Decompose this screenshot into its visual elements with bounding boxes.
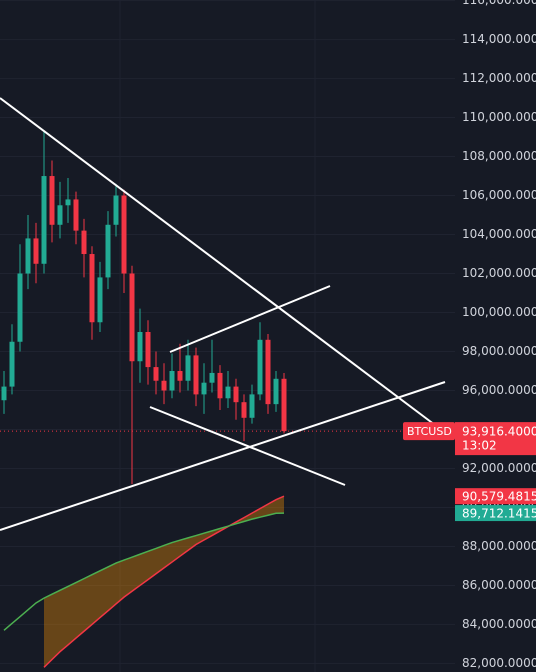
candle-body — [273, 378, 279, 405]
candle-body — [113, 195, 119, 225]
candle-body — [129, 273, 135, 362]
ma-line — [3, 512, 285, 631]
candle-body — [33, 238, 39, 264]
y-tick-label: 104,000.00000 — [462, 227, 536, 241]
grid — [0, 0, 455, 664]
ma-price-tag — [455, 505, 536, 522]
candle-body — [65, 199, 71, 206]
y-tick-label: 108,000.00000 — [462, 149, 536, 163]
ma-price-tag — [455, 488, 536, 505]
y-tick-label: 98,000.00000 — [462, 344, 536, 358]
symbol-tag — [403, 422, 455, 441]
candle-body — [249, 394, 255, 418]
candle-body — [41, 176, 47, 264]
y-tick-label: 84,000.00000 — [462, 617, 536, 631]
candle-body — [265, 339, 271, 405]
ma-band — [3, 495, 285, 668]
y-tick-label: 102,000.00000 — [462, 266, 536, 280]
candle-body — [225, 386, 231, 399]
candle-body — [241, 402, 247, 418]
candle-body — [121, 195, 127, 274]
candle-body — [17, 273, 23, 342]
ma-price-label: 90,579.48150 — [462, 490, 536, 504]
trend-line — [149, 406, 346, 486]
y-tick-label: 92,000.00000 — [462, 461, 536, 475]
candle-body — [209, 372, 215, 383]
y-tick-label: 106,000.00000 — [462, 188, 536, 202]
candle-body — [97, 277, 103, 323]
symbol-label: BTCUSD — [407, 425, 452, 438]
candle-body — [233, 386, 239, 403]
y-tick-label: 100,000.00000 — [462, 305, 536, 319]
y-tick-label: 86,000.00000 — [462, 578, 536, 592]
candle-body — [57, 205, 63, 225]
candle-body — [81, 230, 87, 255]
ma-price-label: 89,712.14154 — [462, 507, 536, 521]
y-tick-label: 112,000.00000 — [462, 71, 536, 85]
candle-body — [137, 332, 143, 362]
y-tick-label: 88,000.00000 — [462, 539, 536, 553]
candle-body — [169, 370, 175, 391]
y-tick-label: 96,000.00000 — [462, 383, 536, 397]
y-tick-label: 110,000.00000 — [462, 110, 536, 124]
candle-body — [201, 382, 207, 395]
trend-line — [169, 285, 331, 353]
candle-body — [177, 370, 183, 381]
candle-body — [1, 386, 7, 401]
candle-body — [153, 367, 159, 381]
candle-body — [185, 355, 191, 381]
ma-line — [43, 495, 285, 668]
candle-body — [217, 372, 223, 399]
candle-body — [257, 339, 263, 395]
y-tick-label: 116,000.00000 — [462, 0, 536, 7]
candle-body — [89, 254, 95, 323]
candle-body — [73, 199, 79, 231]
trend-line — [0, 97, 436, 426]
ma-fill — [44, 496, 284, 668]
trend-lines — [0, 97, 446, 531]
candle-body — [145, 332, 151, 368]
y-tick-label: 82,000.00000 — [462, 656, 536, 670]
candle-body — [9, 341, 15, 387]
candle-body — [25, 238, 31, 274]
candle-body — [193, 355, 199, 395]
candle-body — [49, 176, 55, 225]
price-axis: 82,000.00000 84,000.00000 86,000.00000 88,0… — [403, 0, 536, 670]
candles — [0, 131, 455, 485]
candle-body — [161, 380, 167, 391]
y-tick-label: 114,000.00000 — [462, 32, 536, 46]
candle-body — [105, 224, 111, 278]
trend-line — [0, 381, 446, 531]
countdown-label: 13:02 — [462, 439, 497, 453]
price-label: 93,916.40000 — [462, 425, 536, 439]
price-tag — [455, 422, 536, 456]
candle-body — [281, 378, 287, 432]
